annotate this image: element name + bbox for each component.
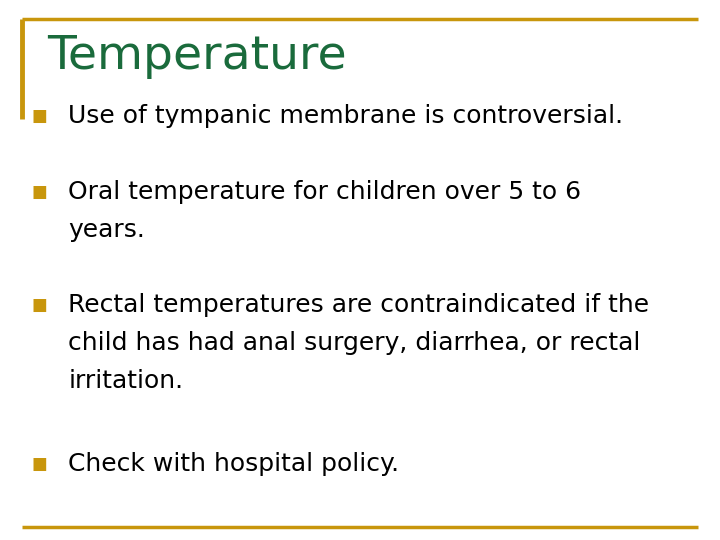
Text: child has had anal surgery, diarrhea, or rectal: child has had anal surgery, diarrhea, or… — [68, 331, 641, 355]
Text: Check with hospital policy.: Check with hospital policy. — [68, 453, 400, 476]
Text: ■: ■ — [32, 107, 48, 125]
Text: ■: ■ — [32, 296, 48, 314]
Text: Oral temperature for children over 5 to 6: Oral temperature for children over 5 to … — [68, 180, 582, 204]
Text: Rectal temperatures are contraindicated if the: Rectal temperatures are contraindicated … — [68, 293, 649, 317]
Text: years.: years. — [68, 218, 145, 241]
Text: Use of tympanic membrane is controversial.: Use of tympanic membrane is controversia… — [68, 104, 624, 128]
Text: Temperature: Temperature — [47, 34, 346, 79]
Text: irritation.: irritation. — [68, 369, 184, 393]
Text: ■: ■ — [32, 183, 48, 201]
Text: ■: ■ — [32, 455, 48, 474]
